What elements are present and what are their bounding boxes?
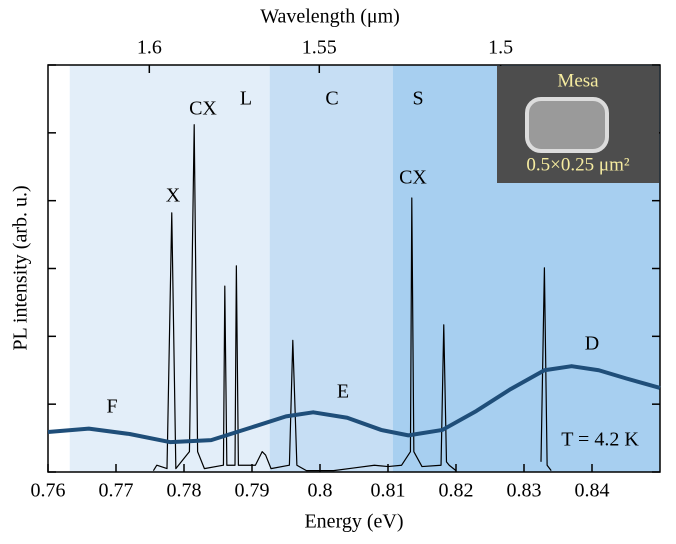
x-tick-label: 0.79 [235,480,270,502]
annotation: E [337,381,349,403]
x2-tick-label: 1.55 [302,37,337,59]
annotation: F [106,396,117,418]
x-axis-label: Energy (eV) [304,511,403,533]
annotation: CX [189,98,217,120]
x2-tick-label: 1.6 [137,37,162,59]
spectrum [152,124,552,472]
inset-title: Mesa [557,70,599,91]
x2-tick-label: 1.5 [488,37,513,59]
annotation: T = 4.2 K [561,429,639,451]
inset-size: 0.5×0.25 μm² [526,154,629,175]
band-label: L [240,88,252,110]
x-tick-label: 0.84 [575,480,610,502]
mesa-shape [525,97,609,153]
band [69,65,270,472]
plot-background [69,65,660,472]
annotation: CX [399,167,427,189]
x-tick-label: 0.82 [439,480,474,502]
band-label: S [412,88,423,110]
x-tick-label: 0.81 [371,480,406,502]
annotation: X [166,185,181,207]
x2-axis-label: Wavelength (μm) [260,6,400,28]
background-curve [47,364,661,445]
annotation: D [585,333,599,355]
x-tick-label: 0.77 [99,480,134,502]
x-tick-label: 0.76 [31,480,66,502]
x-tick-label: 0.8 [308,480,333,502]
inset: Mesa 0.5×0.25 μm² [497,66,659,183]
band-label: C [325,88,338,110]
x-tick-label: 0.78 [167,480,202,502]
band [269,65,393,472]
y-axis-label: PL intensity (arb. u.) [10,185,32,350]
x-tick-label: 0.83 [507,480,542,502]
